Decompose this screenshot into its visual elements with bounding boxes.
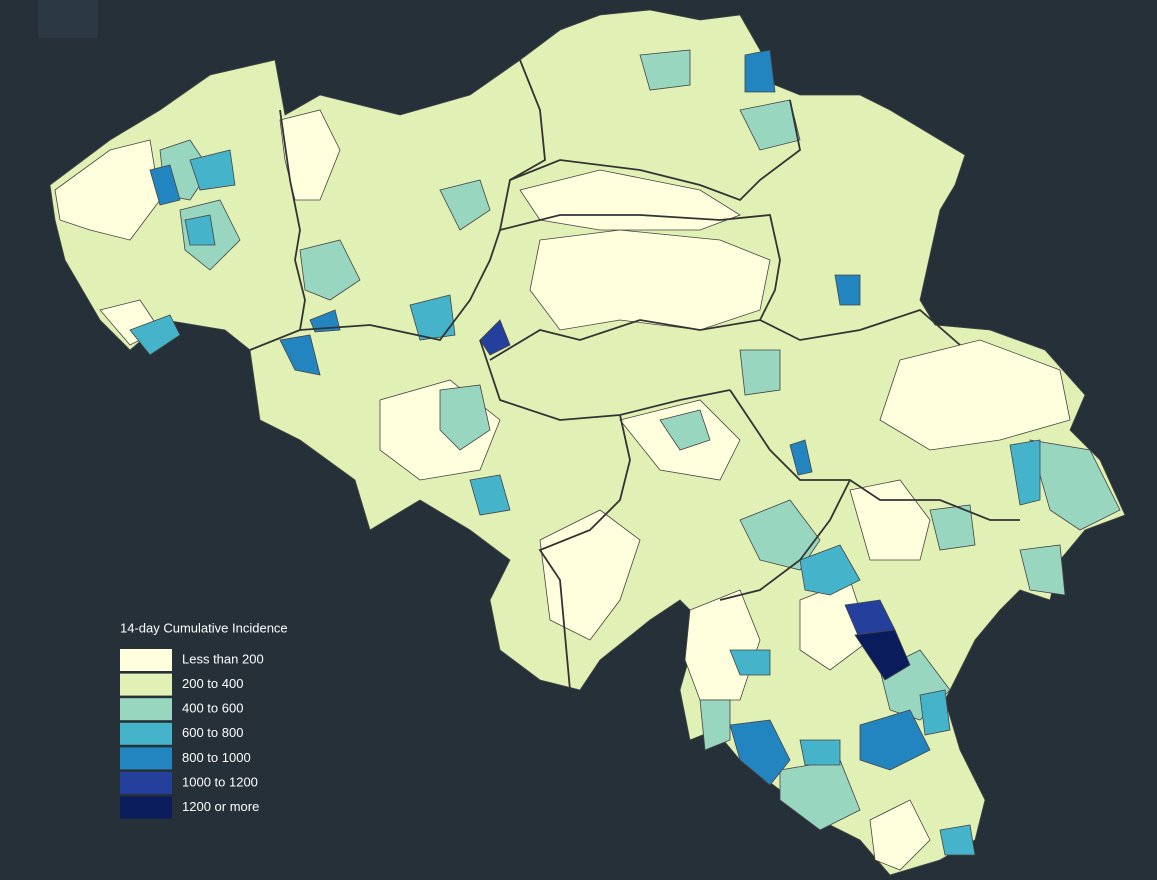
municipality (1019, 544, 1066, 596)
municipality (469, 474, 511, 516)
municipality (479, 319, 511, 356)
municipality (54, 139, 161, 241)
legend-label: 1200 or more (182, 799, 259, 814)
municipality (799, 739, 841, 766)
municipality (309, 309, 341, 333)
municipality (739, 99, 801, 151)
municipality (919, 689, 951, 736)
municipality (699, 699, 731, 751)
legend: 14-day Cumulative Incidence Less than 20… (120, 620, 288, 819)
municipality (299, 239, 361, 301)
legend-swatch (120, 747, 172, 770)
legend-label: 600 to 800 (182, 725, 243, 740)
municipality (279, 334, 321, 376)
legend-label: 200 to 400 (182, 676, 243, 691)
legend-swatch (120, 772, 172, 794)
municipality (789, 439, 813, 476)
municipality (279, 109, 341, 201)
country-outline (49, 9, 1126, 876)
municipality (539, 509, 641, 641)
legend-label: Less than 200 (182, 651, 264, 666)
legend-swatch (120, 649, 172, 671)
municipality (129, 314, 181, 356)
municipality (639, 49, 691, 91)
legend-label: 1000 to 1200 (182, 774, 258, 789)
legend-swatch (120, 698, 172, 721)
municipality (1029, 439, 1121, 531)
municipality (854, 629, 911, 681)
municipality (409, 294, 456, 341)
municipality (729, 719, 791, 786)
municipality (739, 349, 781, 396)
municipality (439, 384, 491, 451)
province-borders (249, 59, 1020, 691)
municipality (659, 409, 711, 451)
municipality (729, 649, 771, 676)
legend-swatch (120, 673, 172, 696)
municipality (939, 824, 976, 856)
legend-swatch (120, 722, 172, 745)
municipality (744, 49, 776, 93)
municipality (869, 799, 931, 871)
municipality (189, 149, 236, 191)
municipality (529, 229, 771, 331)
legend-title: 14-day Cumulative Incidence (120, 620, 288, 635)
legend-swatch (120, 796, 172, 819)
municipality (149, 164, 181, 206)
corner-box (38, 0, 98, 38)
municipality (799, 544, 861, 596)
legend-label: 800 to 1000 (182, 750, 251, 765)
municipality (879, 339, 1071, 451)
municipality (834, 274, 861, 306)
municipality (859, 709, 931, 771)
municipality (184, 214, 216, 246)
legend-label: 400 to 600 (182, 701, 243, 716)
municipality (739, 499, 821, 571)
municipality (1009, 439, 1041, 506)
municipality (439, 179, 491, 231)
